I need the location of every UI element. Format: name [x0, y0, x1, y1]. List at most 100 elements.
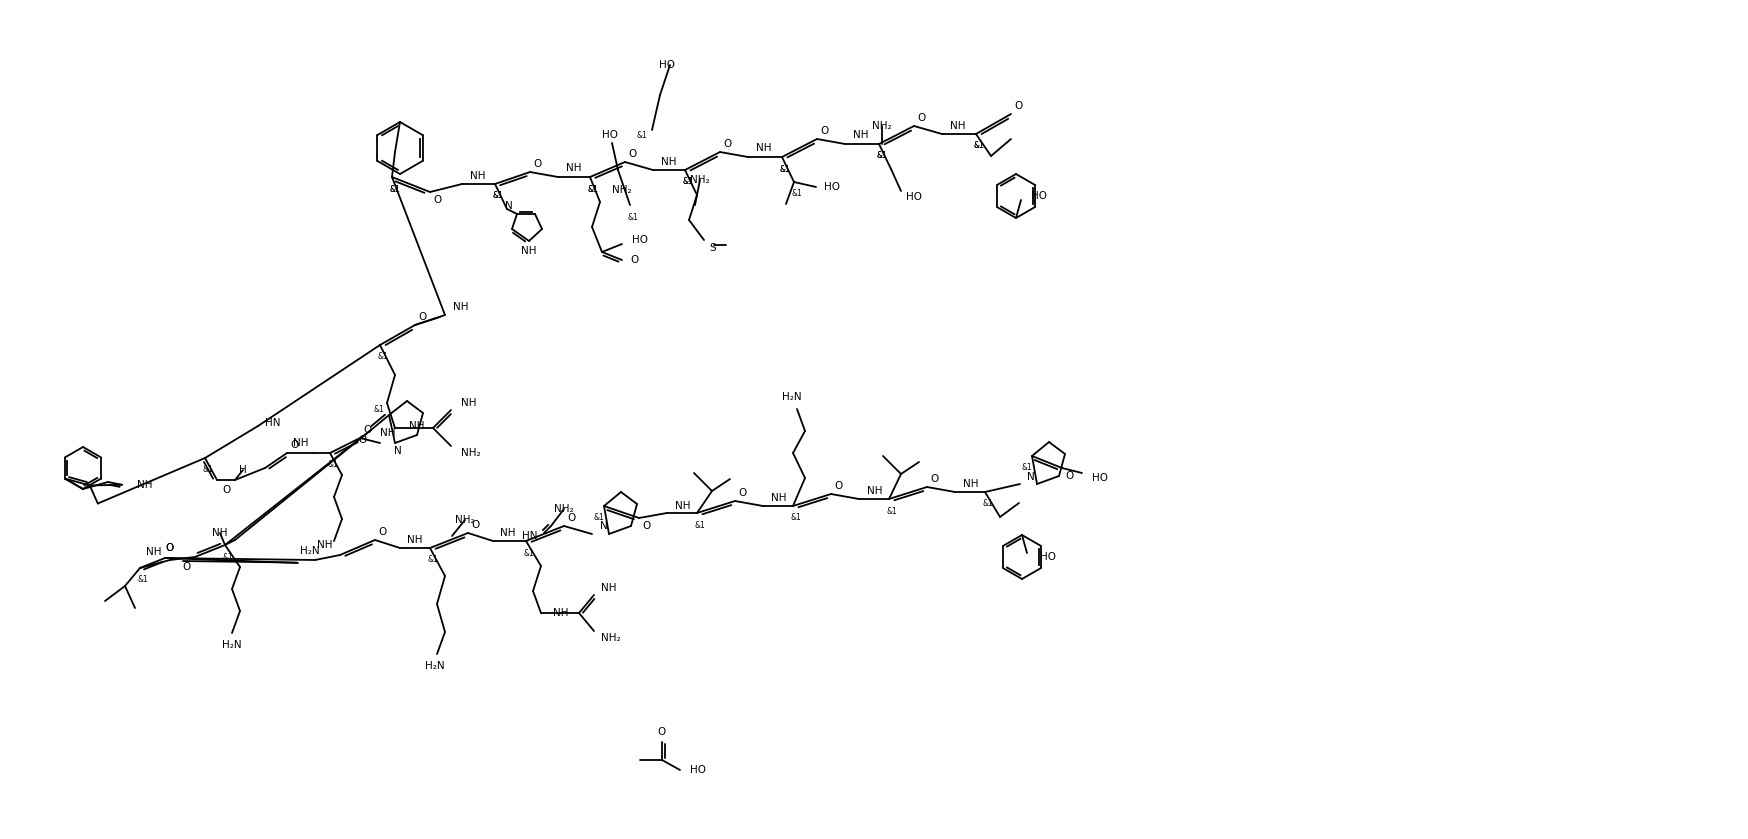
- Text: O: O: [657, 727, 666, 737]
- Text: &1: &1: [876, 152, 886, 160]
- Text: NH: NH: [675, 501, 690, 511]
- Text: &1: &1: [593, 513, 605, 523]
- Text: O: O: [472, 520, 481, 530]
- Text: NH₂: NH₂: [454, 515, 474, 525]
- Text: &1: &1: [138, 576, 149, 585]
- Text: &1: &1: [886, 507, 897, 515]
- Text: &1: &1: [587, 185, 598, 194]
- Text: N: N: [393, 446, 402, 456]
- Text: NH: NH: [409, 421, 425, 431]
- Text: NH: NH: [755, 143, 771, 153]
- Text: NH: NH: [136, 480, 152, 490]
- Text: NH: NH: [407, 535, 423, 545]
- Text: NH: NH: [552, 608, 568, 618]
- Text: &1: &1: [427, 555, 439, 565]
- Text: O: O: [1014, 101, 1023, 111]
- Text: O: O: [166, 543, 175, 553]
- Text: O: O: [290, 440, 299, 450]
- Text: O: O: [533, 159, 542, 169]
- Text: &1: &1: [390, 185, 400, 194]
- Text: &1: &1: [523, 549, 535, 557]
- Text: &1: &1: [628, 212, 638, 221]
- Text: NH: NH: [601, 583, 615, 593]
- Text: NH₂: NH₂: [612, 185, 631, 195]
- Text: HO: HO: [601, 130, 617, 140]
- Text: &1: &1: [374, 405, 385, 414]
- Text: H₂N: H₂N: [301, 546, 320, 556]
- Text: O: O: [629, 149, 636, 159]
- Text: &1: &1: [636, 131, 647, 139]
- Text: O: O: [738, 488, 746, 498]
- Text: NH: NH: [379, 428, 395, 438]
- Text: NH: NH: [453, 302, 468, 312]
- Text: NH₂: NH₂: [554, 504, 573, 514]
- Text: O: O: [222, 485, 231, 495]
- Text: NH: NH: [470, 171, 486, 181]
- Text: O: O: [358, 435, 367, 445]
- Text: NH: NH: [853, 130, 869, 140]
- Text: &1: &1: [780, 164, 790, 174]
- Text: O: O: [434, 195, 442, 205]
- Text: &1: &1: [682, 178, 692, 186]
- Text: NH: NH: [771, 493, 787, 503]
- Text: NH: NH: [461, 398, 475, 408]
- Text: NH: NH: [294, 438, 309, 448]
- Text: &1: &1: [982, 499, 993, 508]
- Text: H₂N: H₂N: [781, 392, 801, 402]
- Text: H: H: [239, 465, 246, 475]
- Text: NH: NH: [661, 157, 676, 167]
- Text: &1: &1: [792, 190, 802, 199]
- Text: &1: &1: [327, 461, 337, 470]
- Text: HO: HO: [1030, 191, 1047, 201]
- Text: NH₂: NH₂: [872, 121, 891, 131]
- Text: N: N: [600, 521, 607, 531]
- Text: &1: &1: [203, 466, 213, 475]
- Text: HO: HO: [690, 765, 706, 775]
- Text: NH: NH: [212, 528, 227, 538]
- Text: O: O: [930, 474, 939, 484]
- Text: &1: &1: [1021, 463, 1031, 472]
- Text: HN: HN: [266, 418, 280, 428]
- Text: &1: &1: [876, 152, 886, 160]
- Text: NH: NH: [566, 163, 580, 173]
- Text: O: O: [820, 126, 829, 136]
- Text: HO: HO: [1091, 473, 1108, 483]
- Text: &1: &1: [493, 191, 503, 201]
- Text: O: O: [629, 255, 638, 265]
- Text: H₂N: H₂N: [222, 640, 241, 650]
- Text: NH₂: NH₂: [690, 175, 710, 185]
- Text: NH: NH: [963, 479, 977, 489]
- Text: &1: &1: [974, 142, 984, 150]
- Text: O: O: [724, 139, 732, 149]
- Text: S: S: [708, 243, 715, 253]
- Text: &1: &1: [974, 142, 984, 150]
- Text: &1: &1: [378, 352, 388, 362]
- Text: O: O: [184, 562, 191, 572]
- Text: NH₂: NH₂: [461, 448, 481, 458]
- Text: NH: NH: [867, 486, 883, 496]
- Text: NH: NH: [949, 121, 965, 131]
- Text: &1: &1: [780, 164, 790, 174]
- Text: &1: &1: [493, 191, 503, 201]
- Text: O: O: [1065, 471, 1073, 481]
- Text: &1: &1: [390, 185, 400, 194]
- Text: O: O: [166, 543, 175, 553]
- Text: O: O: [418, 312, 427, 322]
- Text: O: O: [364, 425, 372, 435]
- Text: &1: &1: [222, 553, 232, 561]
- Text: HO: HO: [1040, 552, 1056, 562]
- Text: NH: NH: [147, 547, 163, 557]
- Text: &1: &1: [682, 178, 692, 186]
- Text: H₂N: H₂N: [425, 661, 444, 671]
- Text: NH₂: NH₂: [601, 633, 621, 643]
- Text: HN: HN: [523, 531, 538, 541]
- Text: O: O: [918, 113, 926, 123]
- Text: &1: &1: [790, 513, 801, 523]
- Text: O: O: [834, 481, 843, 491]
- Text: NH: NH: [521, 246, 537, 256]
- Text: HO: HO: [823, 182, 839, 192]
- Text: O: O: [379, 527, 386, 537]
- Text: &1: &1: [694, 520, 704, 529]
- Text: HO: HO: [631, 235, 647, 245]
- Text: NH: NH: [316, 540, 332, 550]
